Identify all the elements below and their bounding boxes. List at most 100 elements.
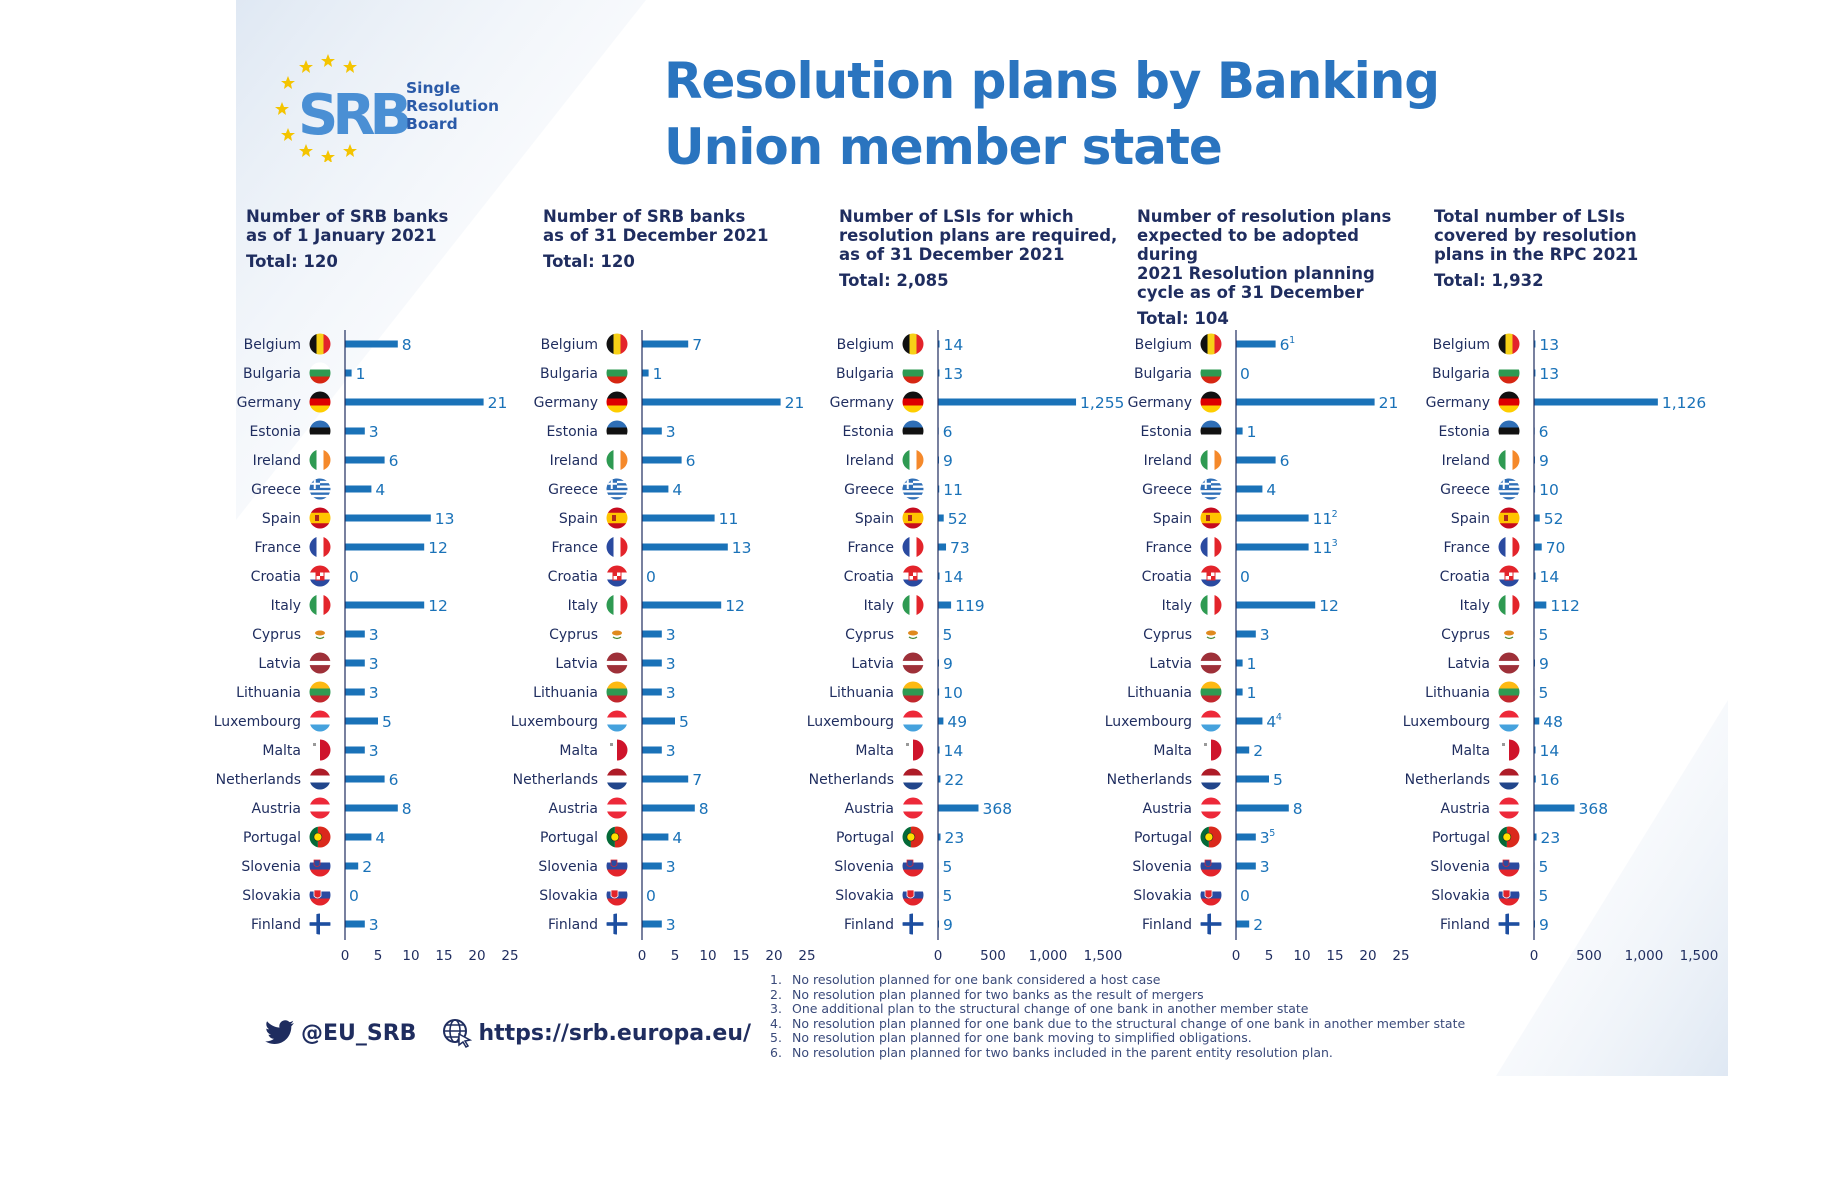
value-label: 3 [666, 916, 676, 934]
bar [642, 920, 662, 928]
value-label: 3 [666, 655, 676, 673]
country-label: Austria [252, 801, 301, 817]
country-label: Spain [1153, 511, 1192, 527]
x-tick-label: 25 [798, 948, 815, 964]
value-label: 9 [1539, 916, 1549, 934]
footnote-mark: 2 [1332, 509, 1338, 520]
luxembourg-flag-icon [309, 710, 331, 732]
footnote-number: 6. [770, 1044, 782, 1060]
value-label: 6 [1280, 336, 1290, 354]
country-label: Finland [844, 917, 894, 933]
country-label: Luxembourg [214, 714, 301, 730]
value-label: 4 [672, 481, 682, 499]
footnote-item: 3. One additional plan to the structural … [770, 1001, 1530, 1017]
value-label: 4 [375, 829, 385, 847]
luxembourg-flag-icon [1498, 710, 1520, 732]
italy-flag-icon [902, 594, 924, 616]
panel-heading-2: Number of SRB banks as of 31 December 202… [543, 207, 828, 271]
value-label: 14 [944, 336, 964, 354]
country-label: Slovakia [1133, 888, 1192, 904]
country-label: Lithuania [533, 685, 598, 701]
slovakia-flag-icon [902, 884, 924, 906]
value-label: 23 [945, 829, 965, 847]
value-label: 10 [1539, 481, 1559, 499]
netherlands-flag-icon [606, 768, 628, 790]
bar [1236, 746, 1250, 754]
panel-heading-line: Number of resolution plans [1137, 207, 1392, 226]
latvia-flag-icon [309, 652, 331, 674]
value-label: 1 [1247, 655, 1257, 673]
value-label: 6 [389, 771, 399, 789]
value-label: 5 [382, 713, 392, 731]
panel-total: Total: 120 [543, 252, 635, 271]
country-label: Latvia [1149, 656, 1192, 672]
country-label: Netherlands [216, 772, 301, 788]
netherlands-flag-icon [309, 768, 331, 790]
country-label: Netherlands [513, 772, 598, 788]
globe-cursor-icon [443, 1019, 473, 1048]
country-label: Slovenia [1132, 859, 1192, 875]
value-label: 73 [950, 539, 970, 557]
country-label: Germany [1128, 395, 1192, 411]
logo-line-3: Board [406, 115, 458, 133]
country-label: Lithuania [1425, 685, 1490, 701]
bar [345, 717, 378, 725]
value-label: 3 [666, 742, 676, 760]
value-label: 11 [719, 510, 739, 528]
footnote-item: 1. No resolution planned for one bank con… [770, 972, 1530, 988]
country-label: Greece [251, 482, 301, 498]
finland-flag-icon [1200, 913, 1222, 935]
estonia-flag-icon [309, 420, 331, 442]
country-label: Portugal [243, 830, 301, 846]
value-label: 5 [1539, 887, 1549, 905]
bar [1236, 514, 1309, 522]
ireland-flag-icon [309, 449, 331, 471]
value-label: 8 [402, 336, 412, 354]
value-label: 0 [1240, 887, 1250, 905]
bar [345, 485, 372, 493]
website-link[interactable]: https://srb.europa.eu/ [442, 1018, 751, 1048]
value-label: 8 [402, 800, 412, 818]
portugal-flag-icon [606, 826, 628, 848]
greece-flag-icon [1200, 478, 1222, 500]
value-label: 8 [699, 800, 709, 818]
spain-flag-icon [1200, 507, 1222, 529]
x-tick-label: 15 [435, 948, 452, 964]
bar [642, 456, 682, 464]
value-label: 4 [1266, 713, 1276, 731]
cyprus-flag-icon [309, 623, 331, 645]
value-label: 6 [1539, 423, 1549, 441]
bar [1534, 601, 1547, 609]
estonia-flag-icon [1200, 420, 1222, 442]
france-flag-icon [1498, 536, 1520, 558]
country-label: Belgium [244, 337, 301, 353]
value-label: 5 [1539, 858, 1549, 876]
value-label: 5 [1273, 771, 1283, 789]
bulgaria-flag-icon [309, 362, 331, 384]
greece-flag-icon [309, 478, 331, 500]
title-line-2: Union member state [664, 118, 1223, 176]
malta-flag-icon [309, 739, 331, 761]
value-label: 49 [947, 713, 967, 731]
x-tick-label: 10 [402, 948, 419, 964]
footnote-item: 2. No resolution plan planned for two ban… [770, 987, 1530, 1003]
france-flag-icon [902, 536, 924, 558]
country-label: Lithuania [236, 685, 301, 701]
x-tick-label: 15 [1326, 948, 1343, 964]
bar [938, 543, 947, 551]
bar [642, 485, 669, 493]
country-label: Luxembourg [1105, 714, 1192, 730]
value-label: 2 [1253, 916, 1263, 934]
twitter-link[interactable]: @EU_SRB [265, 1020, 416, 1046]
country-label: Austria [1143, 801, 1192, 817]
country-label: Malta [262, 743, 301, 759]
ireland-flag-icon [606, 449, 628, 471]
value-label: 11 [1313, 539, 1333, 557]
portugal-flag-icon [1498, 826, 1520, 848]
x-tick-label: 25 [1392, 948, 1409, 964]
value-label: 21 [785, 394, 805, 412]
value-label: 14 [944, 742, 964, 760]
value-label: 3 [369, 916, 379, 934]
value-label: 6 [686, 452, 696, 470]
x-tick-label: 0 [1232, 948, 1241, 964]
